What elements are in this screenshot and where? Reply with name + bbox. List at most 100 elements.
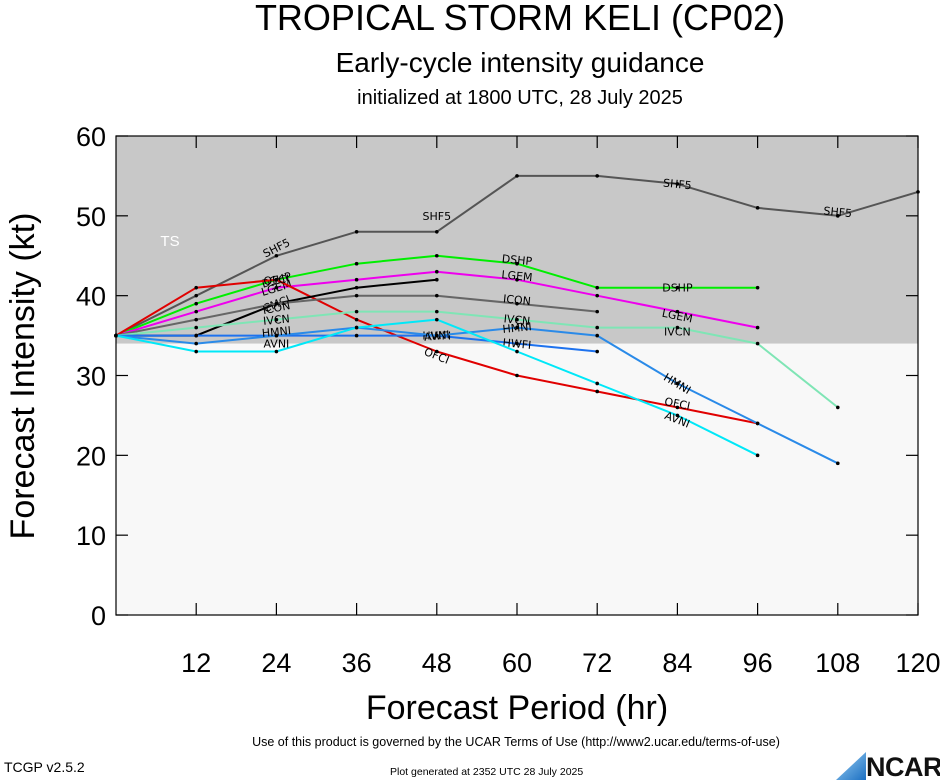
data-point	[675, 285, 680, 290]
data-point	[515, 325, 519, 330]
series-ivcn: IVCN IVCN IVCN	[114, 309, 840, 410]
data-point	[755, 421, 760, 426]
y-tick-label: 0	[91, 601, 106, 631]
x-tick-label: 60	[502, 648, 532, 678]
axes: 12 24 36 48 60 72 84 96 108 120 0 10 20 30 40 50 60	[76, 122, 940, 678]
series-label: DSHP	[501, 252, 533, 268]
data-point	[675, 325, 680, 330]
x-tick-label: 96	[743, 648, 773, 678]
data-point	[675, 405, 680, 410]
x-tick-label: 12	[181, 648, 211, 678]
series-label: OFCI	[263, 272, 290, 288]
data-point	[595, 389, 599, 394]
data-point	[515, 341, 519, 346]
data-point	[675, 381, 680, 386]
series-line	[115, 310, 839, 409]
data-point	[354, 309, 359, 314]
data-point	[675, 413, 680, 418]
terms-of-use-text: Use of this product is governed by the U…	[252, 735, 780, 749]
data-point	[274, 317, 279, 322]
data-point	[755, 206, 760, 210]
series-label: SHF5	[423, 210, 452, 223]
data-point	[595, 285, 599, 290]
series-layer: SHF5SHF5SHF5SHF5DSHPDSHPDSHPLGEMLGEMLGEM…	[114, 174, 920, 466]
y-axis-label: Forecast Intensity (kt)	[4, 213, 42, 540]
x-tick-label: 108	[815, 648, 860, 678]
series-label: ICON	[262, 299, 292, 317]
x-axis-label: Forecast Period (hr)	[366, 689, 668, 727]
series-label: IVCN	[263, 312, 291, 328]
series-icon: ICON ICON	[114, 292, 599, 338]
data-point	[755, 285, 760, 290]
x-tick-label: 48	[422, 648, 452, 678]
series-label: IVCN	[503, 312, 531, 328]
data-point	[274, 333, 279, 338]
data-point	[435, 349, 439, 354]
y-tick-label: 60	[76, 122, 106, 152]
data-point	[194, 341, 198, 346]
data-point	[194, 301, 198, 306]
data-point	[595, 309, 599, 314]
data-point	[354, 277, 359, 282]
chart-title: TROPICAL STORM KELI (CP02)	[255, 0, 785, 38]
data-point	[515, 174, 519, 178]
data-point	[836, 214, 840, 218]
data-point	[515, 317, 519, 322]
data-point	[675, 309, 680, 314]
init-line: initialized at 1800 UTC, 28 July 2025	[357, 87, 683, 109]
series-label: SHF5	[823, 204, 853, 220]
data-point	[435, 293, 439, 298]
data-point	[435, 269, 439, 274]
data-point	[194, 293, 198, 298]
series-label: IVCN	[664, 326, 691, 339]
chart-subtitle: Early-cycle intensity guidance	[336, 47, 705, 78]
data-point	[194, 325, 198, 330]
data-point	[595, 349, 599, 354]
series-label: OFCI	[663, 395, 691, 413]
x-tick-label: 36	[342, 648, 372, 678]
data-point	[836, 405, 840, 410]
data-point	[515, 301, 519, 306]
data-point	[194, 333, 198, 338]
data-point	[515, 373, 519, 378]
data-point	[354, 333, 359, 338]
band-label: TS	[160, 233, 179, 250]
data-point	[354, 261, 359, 266]
series-label: SHF5	[662, 177, 692, 193]
data-point	[354, 325, 359, 330]
data-point	[435, 253, 439, 258]
y-tick-label: 10	[76, 521, 106, 551]
data-point	[836, 461, 840, 466]
data-point	[755, 341, 760, 346]
series-label: AVNI	[263, 338, 289, 351]
x-tick-label: 24	[261, 648, 291, 678]
data-point	[595, 381, 599, 386]
data-point	[755, 453, 760, 458]
data-point	[354, 317, 359, 322]
data-point	[274, 285, 279, 290]
series-label: AVNI	[423, 328, 450, 344]
x-tick-label: 120	[895, 648, 940, 678]
data-point	[595, 174, 599, 178]
data-point	[194, 285, 198, 290]
data-point	[515, 261, 519, 266]
y-tick-label: 20	[76, 441, 106, 471]
x-tick-label: 72	[582, 648, 612, 678]
series-label: HMNI	[261, 324, 291, 340]
data-point	[595, 325, 599, 330]
data-point	[194, 349, 198, 354]
data-point	[435, 277, 439, 282]
data-point	[274, 277, 279, 282]
data-point	[595, 333, 599, 338]
y-tick-label: 40	[76, 282, 106, 312]
series-line	[115, 326, 839, 465]
data-point	[274, 301, 279, 306]
data-point	[354, 230, 359, 234]
data-point	[435, 333, 439, 338]
data-point	[194, 309, 198, 314]
data-point	[194, 317, 198, 322]
